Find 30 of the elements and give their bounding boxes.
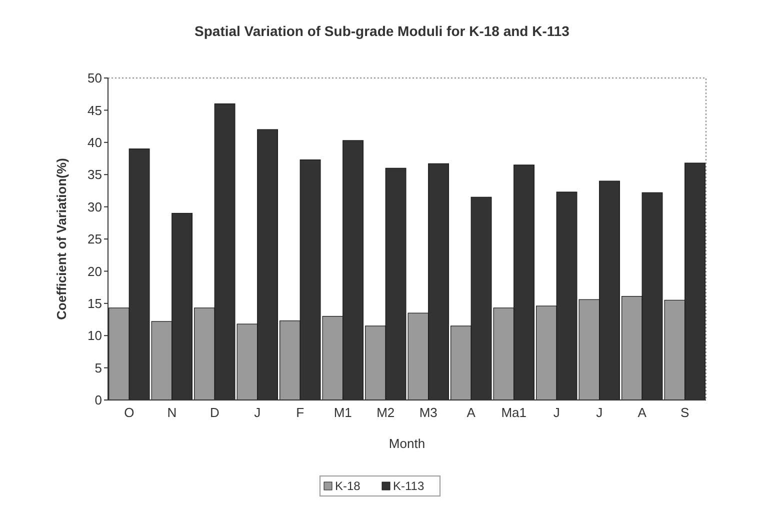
chart-title: Spatial Variation of Sub-grade Moduli for K-18 and K-113 [194,23,570,39]
x-tick-label: Ma1 [501,405,527,420]
x-axis-title: Month [388,436,426,451]
x-tick-label: D [210,405,220,420]
legend-label: K-113 [393,479,424,494]
y-tick-label: 20 [88,264,102,279]
x-tick-label: J [254,405,261,420]
y-tick-label: 5 [94,360,102,376]
y-tick-label: 45 [88,102,102,118]
y-tick-label: 30 [88,199,102,214]
y-tick-label: 40 [88,134,102,150]
x-tick-label: J [596,405,603,420]
x-tick-label: M1 [334,405,352,420]
x-tick-label: M3 [419,405,438,420]
x-tick-label: M2 [376,405,395,420]
x-tick-label: N [167,405,177,420]
x-tick-label: S [680,405,690,420]
y-axis-title: Coefficient of Variation(%) [54,158,69,320]
x-tick-label: F [296,405,304,420]
legend-label: K-18 [335,479,361,494]
y-tick-label: 0 [94,392,102,408]
x-tick-label: J [553,405,560,420]
y-tick-label: 10 [88,328,102,344]
x-tick-label: O [124,405,134,420]
y-tick-label: 25 [88,232,102,247]
y-tick-label: 50 [88,70,102,86]
x-tick-label: A [638,405,647,420]
x-tick-label: A [466,405,476,420]
y-tick-label: 35 [88,167,102,182]
y-tick-label: 15 [88,296,102,311]
